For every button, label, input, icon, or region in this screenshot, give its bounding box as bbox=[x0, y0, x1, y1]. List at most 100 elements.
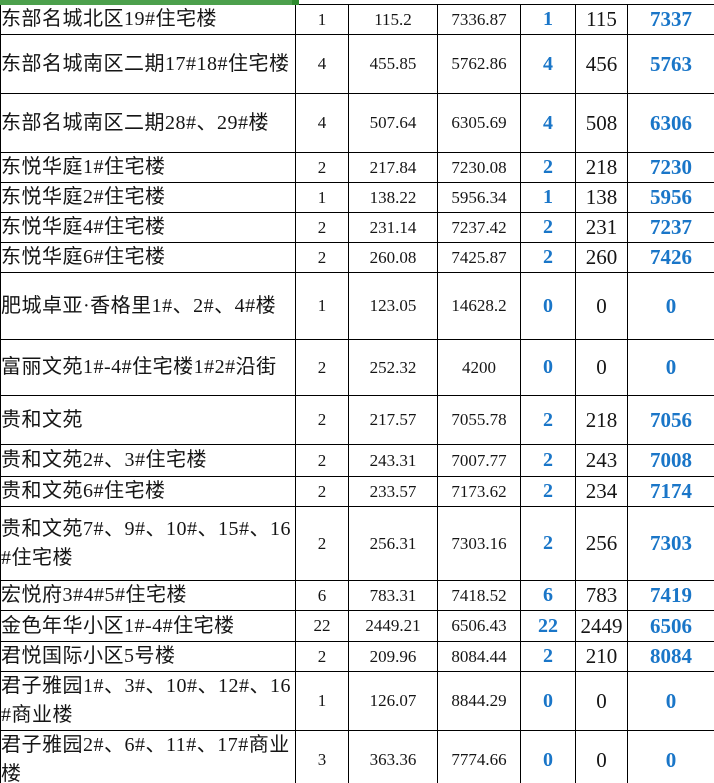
count-cell[interactable]: 2 bbox=[295, 641, 349, 672]
done-area-cell[interactable]: 218 bbox=[575, 395, 628, 445]
count-cell[interactable]: 2 bbox=[295, 395, 349, 445]
done-count-cell[interactable]: 0 bbox=[520, 339, 576, 396]
name-cell[interactable]: 东悦华庭6#住宅楼 bbox=[0, 242, 296, 273]
area-cell[interactable]: 507.64 bbox=[348, 93, 438, 153]
done-count-cell[interactable]: 2 bbox=[520, 395, 576, 445]
count-cell[interactable]: 22 bbox=[295, 610, 349, 642]
done-area-cell[interactable]: 218 bbox=[575, 152, 628, 183]
done-price-cell[interactable]: 7008 bbox=[627, 444, 714, 477]
price-cell[interactable]: 7007.77 bbox=[437, 444, 521, 477]
price-cell[interactable]: 7336.87 bbox=[437, 4, 521, 35]
count-cell[interactable]: 6 bbox=[295, 580, 349, 611]
done-area-cell[interactable]: 243 bbox=[575, 444, 628, 477]
done-count-cell[interactable]: 4 bbox=[520, 93, 576, 153]
area-cell[interactable]: 115.2 bbox=[348, 4, 438, 35]
done-area-cell[interactable]: 138 bbox=[575, 182, 628, 213]
area-cell[interactable]: 233.57 bbox=[348, 476, 438, 507]
done-count-cell[interactable]: 22 bbox=[520, 610, 576, 642]
done-price-cell[interactable]: 7237 bbox=[627, 212, 714, 243]
done-area-cell[interactable]: 0 bbox=[575, 671, 628, 731]
done-price-cell[interactable]: 5956 bbox=[627, 182, 714, 213]
done-count-cell[interactable]: 2 bbox=[520, 641, 576, 672]
price-cell[interactable]: 7418.52 bbox=[437, 580, 521, 611]
name-cell[interactable]: 东部名城南区二期28#、29#楼 bbox=[0, 93, 296, 153]
name-cell[interactable]: 君悦国际小区5号楼 bbox=[0, 641, 296, 672]
area-cell[interactable]: 209.96 bbox=[348, 641, 438, 672]
done-price-cell[interactable]: 6506 bbox=[627, 610, 714, 642]
done-count-cell[interactable]: 0 bbox=[520, 730, 576, 783]
area-cell[interactable]: 252.32 bbox=[348, 339, 438, 396]
done-area-cell[interactable]: 260 bbox=[575, 242, 628, 273]
area-cell[interactable]: 363.36 bbox=[348, 730, 438, 783]
name-cell[interactable]: 贵和文苑 bbox=[0, 395, 296, 445]
done-price-cell[interactable]: 7337 bbox=[627, 4, 714, 35]
done-count-cell[interactable]: 2 bbox=[520, 506, 576, 581]
done-count-cell[interactable]: 6 bbox=[520, 580, 576, 611]
name-cell[interactable]: 东部名城南区二期17#18#住宅楼 bbox=[0, 34, 296, 94]
price-cell[interactable]: 7425.87 bbox=[437, 242, 521, 273]
count-cell[interactable]: 2 bbox=[295, 152, 349, 183]
done-count-cell[interactable]: 4 bbox=[520, 34, 576, 94]
count-cell[interactable]: 1 bbox=[295, 671, 349, 731]
name-cell[interactable]: 东悦华庭4#住宅楼 bbox=[0, 212, 296, 243]
done-area-cell[interactable]: 2449 bbox=[575, 610, 628, 642]
done-count-cell[interactable]: 2 bbox=[520, 242, 576, 273]
done-area-cell[interactable]: 234 bbox=[575, 476, 628, 507]
area-cell[interactable]: 138.22 bbox=[348, 182, 438, 213]
done-area-cell[interactable]: 210 bbox=[575, 641, 628, 672]
price-cell[interactable]: 7055.78 bbox=[437, 395, 521, 445]
done-area-cell[interactable]: 256 bbox=[575, 506, 628, 581]
area-cell[interactable]: 231.14 bbox=[348, 212, 438, 243]
count-cell[interactable]: 1 bbox=[295, 4, 349, 35]
done-count-cell[interactable]: 2 bbox=[520, 212, 576, 243]
price-cell[interactable]: 5762.86 bbox=[437, 34, 521, 94]
done-price-cell[interactable]: 7303 bbox=[627, 506, 714, 581]
count-cell[interactable]: 2 bbox=[295, 212, 349, 243]
done-count-cell[interactable]: 0 bbox=[520, 272, 576, 340]
name-cell[interactable]: 肥城卓亚·香格里1#、2#、4#楼 bbox=[0, 272, 296, 340]
done-price-cell[interactable]: 7419 bbox=[627, 580, 714, 611]
done-count-cell[interactable]: 1 bbox=[520, 182, 576, 213]
done-price-cell[interactable]: 7230 bbox=[627, 152, 714, 183]
name-cell[interactable]: 君子雅园2#、6#、11#、17#商业楼 bbox=[0, 730, 296, 783]
count-cell[interactable]: 2 bbox=[295, 339, 349, 396]
area-cell[interactable]: 217.57 bbox=[348, 395, 438, 445]
price-cell[interactable]: 7173.62 bbox=[437, 476, 521, 507]
done-price-cell[interactable]: 7426 bbox=[627, 242, 714, 273]
count-cell[interactable]: 2 bbox=[295, 476, 349, 507]
name-cell[interactable]: 贵和文苑6#住宅楼 bbox=[0, 476, 296, 507]
price-cell[interactable]: 14628.2 bbox=[437, 272, 521, 340]
done-count-cell[interactable]: 2 bbox=[520, 152, 576, 183]
count-cell[interactable]: 4 bbox=[295, 34, 349, 94]
area-cell[interactable]: 217.84 bbox=[348, 152, 438, 183]
done-area-cell[interactable]: 115 bbox=[575, 4, 628, 35]
price-cell[interactable]: 8844.29 bbox=[437, 671, 521, 731]
done-price-cell[interactable]: 5763 bbox=[627, 34, 714, 94]
done-price-cell[interactable]: 6306 bbox=[627, 93, 714, 153]
area-cell[interactable]: 2449.21 bbox=[348, 610, 438, 642]
count-cell[interactable]: 2 bbox=[295, 242, 349, 273]
price-cell[interactable]: 5956.34 bbox=[437, 182, 521, 213]
name-cell[interactable]: 东悦华庭1#住宅楼 bbox=[0, 152, 296, 183]
name-cell[interactable]: 东部名城北区19#住宅楼 bbox=[0, 4, 296, 35]
done-area-cell[interactable]: 0 bbox=[575, 730, 628, 783]
done-count-cell[interactable]: 2 bbox=[520, 476, 576, 507]
name-cell[interactable]: 金色年华小区1#-4#住宅楼 bbox=[0, 610, 296, 642]
area-cell[interactable]: 260.08 bbox=[348, 242, 438, 273]
name-cell[interactable]: 宏悦府3#4#5#住宅楼 bbox=[0, 580, 296, 611]
done-price-cell[interactable]: 0 bbox=[627, 272, 714, 340]
price-cell[interactable]: 6305.69 bbox=[437, 93, 521, 153]
price-cell[interactable]: 8084.44 bbox=[437, 641, 521, 672]
done-area-cell[interactable]: 231 bbox=[575, 212, 628, 243]
done-price-cell[interactable]: 0 bbox=[627, 730, 714, 783]
done-count-cell[interactable]: 1 bbox=[520, 4, 576, 35]
done-price-cell[interactable]: 8084 bbox=[627, 641, 714, 672]
count-cell[interactable]: 3 bbox=[295, 730, 349, 783]
price-cell[interactable]: 7230.08 bbox=[437, 152, 521, 183]
count-cell[interactable]: 4 bbox=[295, 93, 349, 153]
done-price-cell[interactable]: 7056 bbox=[627, 395, 714, 445]
area-cell[interactable]: 123.05 bbox=[348, 272, 438, 340]
count-cell[interactable]: 2 bbox=[295, 506, 349, 581]
area-cell[interactable]: 243.31 bbox=[348, 444, 438, 477]
count-cell[interactable]: 1 bbox=[295, 272, 349, 340]
